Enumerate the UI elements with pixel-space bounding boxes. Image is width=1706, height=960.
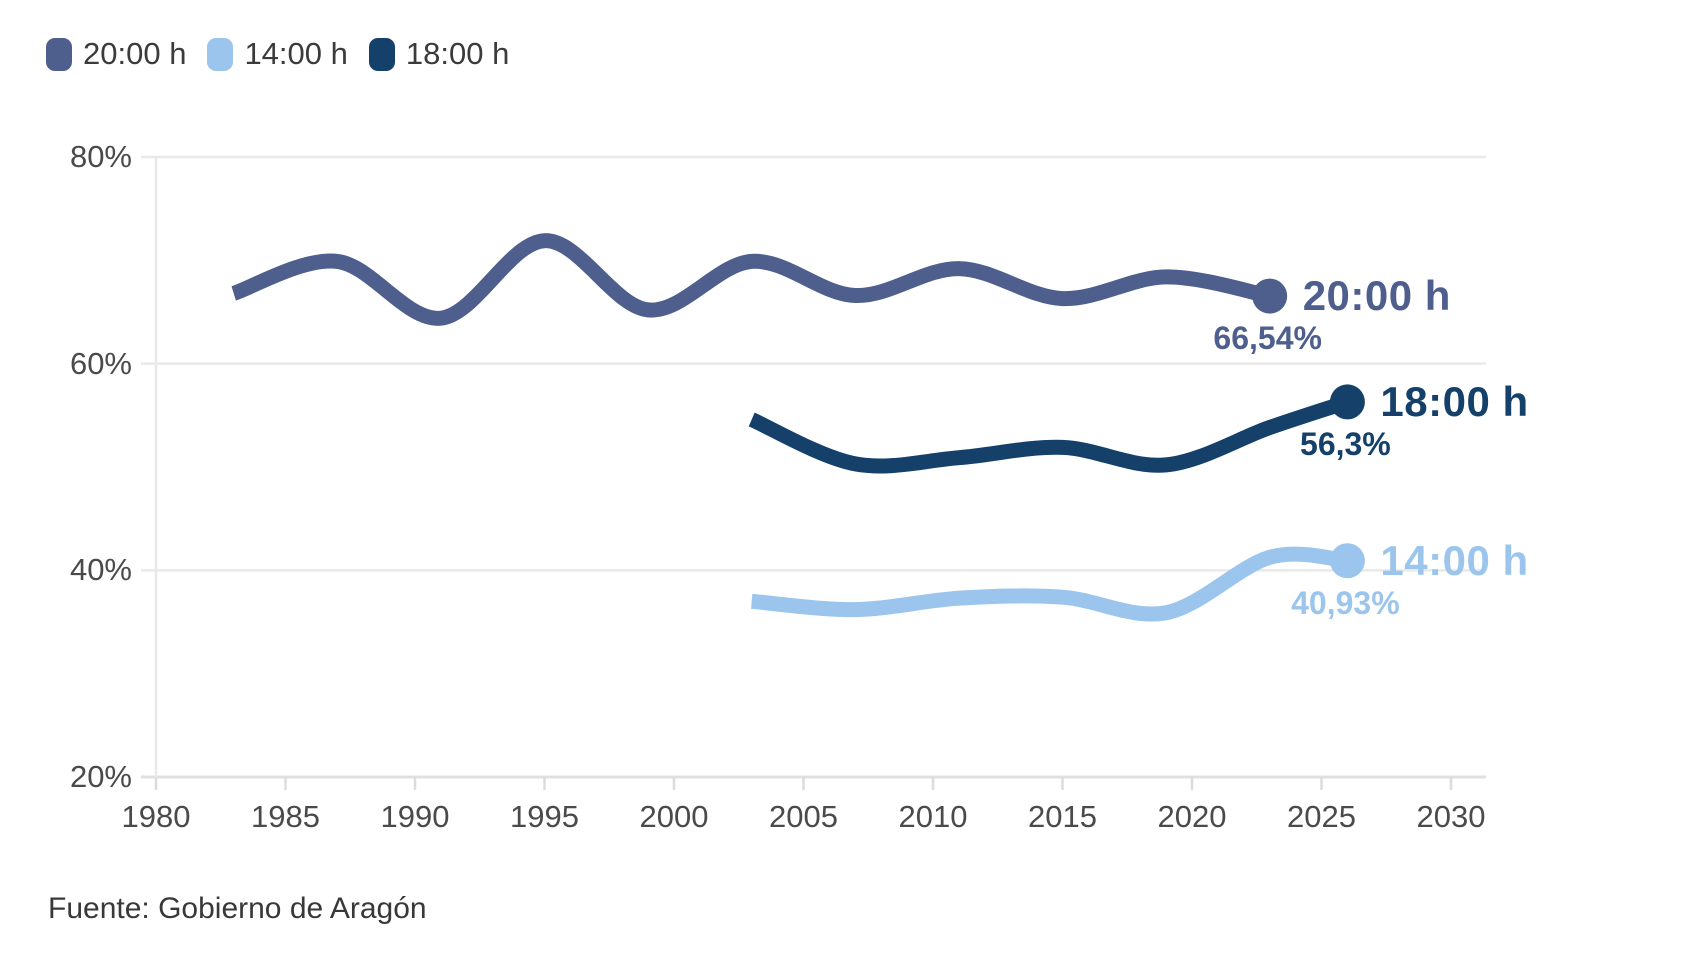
legend-item-14-00-h: 14:00 h bbox=[207, 36, 348, 72]
y-axis-tick-label: 60% bbox=[69, 345, 132, 381]
legend-item-20-00-h: 20:00 h bbox=[46, 36, 186, 72]
legend-label: 14:00 h bbox=[244, 36, 348, 71]
x-axis-tick-label: 2010 bbox=[898, 799, 968, 834]
x-axis-tick-label: 2015 bbox=[1028, 799, 1097, 834]
y-axis-tick-label: 20% bbox=[69, 759, 132, 794]
x-axis-tick-label: 2000 bbox=[639, 799, 709, 834]
y-axis-tick-label: 40% bbox=[69, 552, 132, 588]
x-axis-tick-label: 1990 bbox=[380, 799, 450, 834]
series-label-14-00-h: 14:00 h bbox=[1380, 536, 1529, 584]
x-axis-tick-label: 2030 bbox=[1416, 799, 1486, 834]
series-label-18-00-h: 18:00 h bbox=[1380, 377, 1529, 425]
series-line-20-00-h bbox=[231, 233, 1272, 326]
x-axis-tick-label: 1995 bbox=[510, 799, 579, 834]
x-axis-tick-label: 2025 bbox=[1287, 799, 1356, 834]
y-axis-tick-label: 80% bbox=[69, 139, 132, 174]
series-label-20-00-h: 20:00 h bbox=[1302, 272, 1451, 320]
legend: 20:00 h 14:00 h 18:00 h bbox=[46, 36, 509, 72]
series-end-value-20-00-h: 66,54% bbox=[1213, 320, 1322, 357]
series-end-value-18-00-h: 56,3% bbox=[1300, 425, 1391, 462]
series-endpoint-dot-14-00-h bbox=[1329, 543, 1365, 579]
series-endpoint-dot-18-00-h bbox=[1329, 384, 1365, 420]
x-axis-tick-label: 2005 bbox=[769, 799, 838, 834]
legend-swatch-icon bbox=[207, 37, 234, 71]
legend-swatch-icon bbox=[46, 37, 72, 71]
source-note: Fuente: Gobierno de Aragón bbox=[48, 892, 427, 925]
series-line-14-00-h bbox=[751, 546, 1349, 622]
series-end-value-14-00-h: 40,93% bbox=[1291, 584, 1400, 621]
legend-swatch-icon bbox=[368, 37, 395, 71]
x-axis-tick-label: 2020 bbox=[1157, 799, 1227, 834]
legend-item-18-00-h: 18:00 h bbox=[368, 36, 510, 72]
series-endpoint-dot-20-00-h bbox=[1252, 278, 1288, 314]
series-line-18-00-h bbox=[748, 394, 1350, 474]
legend-label: 20:00 h bbox=[83, 36, 187, 71]
legend-label: 18:00 h bbox=[405, 36, 510, 71]
x-axis-tick-label: 1980 bbox=[121, 799, 191, 834]
x-axis-tick-label: 1985 bbox=[251, 799, 320, 834]
